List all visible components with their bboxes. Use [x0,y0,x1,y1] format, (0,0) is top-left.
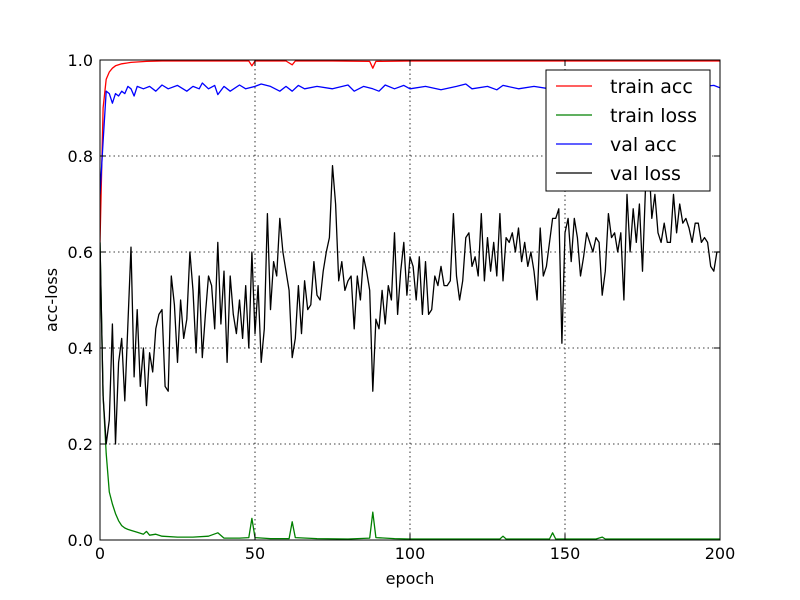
series-line-val-loss [100,155,720,445]
y-tick-label: 1.0 [68,51,93,70]
legend-label-val-acc: val acc [610,134,677,156]
ticks [99,59,721,541]
x-tick-label: 0 [95,544,105,563]
y-tick-label: 0.0 [68,531,93,550]
x-tick-label: 50 [245,544,265,563]
series-line-train-loss [100,242,720,540]
y-axis-label: acc-loss [42,268,61,332]
x-tick-label: 200 [705,544,736,563]
legend-label-train-acc: train acc [610,76,693,98]
legend: train acc train loss val acc val loss [545,69,711,192]
y-tick-label: 0.6 [68,243,93,262]
legend-label-val-loss: val loss [610,163,681,185]
series-line-train-acc [100,60,720,243]
legend-label-train-loss: train loss [610,105,697,127]
y-tick-label: 0.8 [68,147,93,166]
legend-box [545,69,711,192]
y-tick-label: 0.2 [68,435,93,454]
y-tick-label: 0.4 [68,339,93,358]
x-tick-label: 100 [395,544,426,563]
x-axis-label: epoch [386,569,435,588]
series-group [100,60,720,540]
tick-labels: 0 50 100 150 200 0.0 0.2 0.4 0.6 0.8 1.0 [68,51,736,563]
x-tick-label: 150 [550,544,581,563]
